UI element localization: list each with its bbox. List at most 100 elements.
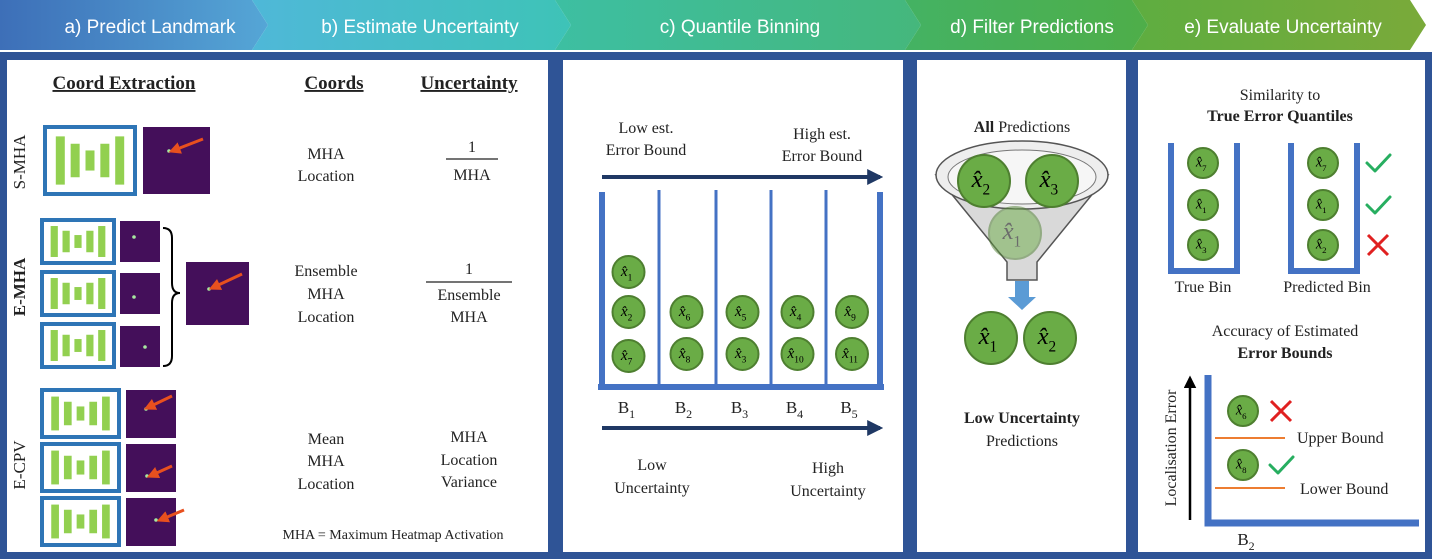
svg-text:x̂3: x̂3: [1039, 166, 1059, 198]
upper-bound-label: Upper Bound: [1297, 430, 1384, 447]
unc-emha-den: Ensemble MHA: [437, 287, 500, 326]
panel-e-content: Similarity to True Error Quantiles x̂7 x̂…: [1163, 87, 1419, 553]
bin-node: x̂8: [669, 337, 704, 371]
predicted-bin: [1288, 143, 1360, 274]
mha-footnote: MHA = Maximum Heatmap Activation: [283, 528, 504, 543]
bound-nodes: x̂6 x̂8: [1227, 395, 1295, 481]
bound-bin-label: B2: [1237, 530, 1254, 553]
bin-label: B1: [618, 398, 635, 421]
header-d-chevron: [905, 0, 1148, 50]
svg-text:x̂1: x̂1: [1195, 197, 1207, 215]
similarity-bins: x̂7 x̂1 x̂3 x̂7 x̂1 x̂2: [1168, 143, 1392, 274]
ecpv-network-icon-1: [40, 388, 121, 439]
svg-text:x̂2: x̂2: [620, 303, 633, 324]
panel-a-graphics: [40, 125, 249, 547]
svg-text:x̂2: x̂2: [1037, 323, 1057, 355]
quantile-bins: x̂1 x̂2 x̂7 B1 x̂6 x̂8 B2 x̂5 x̂3 B3 x̂4 x̂10 B4 x̂9 x…: [598, 190, 884, 421]
pred-bin-node: x̂1: [1307, 189, 1339, 221]
svg-text:x̂9: x̂9: [843, 303, 856, 324]
svg-text:x̂1: x̂1: [1315, 197, 1327, 215]
unc-smha-den: MHA: [453, 167, 491, 184]
all-predictions-label: All Predictions: [974, 119, 1070, 136]
smha-network-icon: [43, 125, 137, 196]
bound-node: x̂8: [1227, 449, 1259, 481]
bin-node: x̂6: [669, 295, 704, 329]
output-node: x̂2: [1023, 311, 1077, 365]
ecpv-heatmap-2: [126, 444, 176, 492]
row-label-ecpv: E-CPV: [10, 440, 29, 490]
coords-smha: MHA Location: [298, 146, 355, 185]
svg-text:x̂4: x̂4: [789, 303, 802, 324]
funnel-node-filtered: x̂1: [988, 206, 1042, 260]
svg-text:x̂1: x̂1: [620, 263, 633, 284]
header-b-chevron: [252, 0, 571, 50]
panel-d-content: All Predictions x̂2 x̂3 x̂1 x̂1 x̂2 Low Unc…: [934, 119, 1110, 450]
panel-e: [1138, 60, 1425, 552]
svg-text:x̂8: x̂8: [678, 345, 691, 366]
true-bin-label: True Bin: [1175, 279, 1232, 296]
bin-node: x̂4: [780, 295, 815, 329]
low-unc-label: Low Uncertainty: [614, 457, 690, 497]
lower-bound-label: Lower Bound: [1300, 481, 1388, 498]
ensemble-bracket: [162, 227, 181, 367]
pred-bin-node: x̂7: [1307, 147, 1339, 179]
header-e-label: e) Evaluate Uncertainty: [1184, 17, 1382, 38]
filter-down-arrow: [1008, 281, 1036, 310]
pred-bin-node: x̂2: [1307, 229, 1339, 261]
panel-c-content: Low est. Error Bound High est. Error Bound…: [598, 120, 884, 500]
svg-text:x̂2: x̂2: [971, 166, 991, 198]
true-bin-node: x̂7: [1187, 147, 1219, 179]
funnel-nodes: x̂2 x̂3 x̂1: [957, 154, 1079, 260]
bin-node: x̂3: [725, 337, 760, 371]
check-icon: [1365, 195, 1392, 215]
bound-node: x̂6: [1227, 395, 1259, 427]
svg-text:x̂2: x̂2: [1315, 237, 1327, 255]
similarity-line2: True Error Quantiles: [1207, 108, 1353, 125]
funnel-node: x̂2: [957, 154, 1011, 208]
emha-heatmap-2: [120, 273, 160, 314]
bin-label: B2: [675, 398, 692, 421]
svg-text:x̂8: x̂8: [1235, 457, 1247, 475]
svg-text:x̂6: x̂6: [1235, 403, 1247, 421]
unc-smha-num: 1: [468, 139, 476, 156]
low-err-label: Low est. Error Bound: [606, 120, 686, 159]
smha-heatmap: [143, 127, 210, 194]
true-bin-node: x̂1: [1187, 189, 1219, 221]
cross-icon: [1366, 233, 1390, 257]
coords-ecpv: Mean MHA Location: [298, 431, 355, 493]
svg-text:x̂7: x̂7: [620, 347, 633, 368]
ecpv-network-icon-3: [40, 496, 121, 547]
similarity-line1: Similarity to: [1240, 87, 1320, 104]
row-label-emha: E-MHA: [10, 257, 29, 316]
cross-icon: [1269, 399, 1293, 423]
funnel-node: x̂3: [1025, 154, 1079, 208]
emha-heatmap-3: [120, 326, 160, 367]
bin-node: x̂5: [725, 295, 760, 329]
header-bar: a) Predict Landmark b) Estimate Uncertai…: [0, 0, 1426, 50]
bin-label: B5: [840, 398, 857, 421]
bin-node: x̂11: [835, 337, 869, 371]
svg-text:x̂1: x̂1: [978, 323, 998, 355]
pred-bin-label: Predicted Bin: [1283, 279, 1371, 296]
bin-node: x̂1: [611, 255, 646, 289]
header-c-chevron: [555, 0, 921, 50]
bin-label: B4: [786, 398, 803, 421]
coords-emha: Ensemble MHA Location: [294, 263, 357, 326]
emha-combined-heatmap: [186, 262, 249, 325]
svg-text:x̂1: x̂1: [1002, 218, 1022, 250]
emha-network-icon-2: [40, 270, 116, 317]
bin-node: x̂9: [835, 295, 869, 329]
header-d-label: d) Filter Predictions: [950, 17, 1114, 38]
accuracy-line1: Accuracy of Estimated: [1212, 323, 1359, 340]
svg-text:x̂5: x̂5: [734, 303, 747, 324]
high-unc-label: High Uncertainty: [790, 460, 866, 500]
header-a-chevron: [0, 0, 268, 50]
low-unc-bold: Low Uncertainty: [964, 410, 1080, 427]
header-a-label: a) Predict Landmark: [64, 17, 236, 38]
check-icon: [1268, 455, 1295, 475]
header-b-label: b) Estimate Uncertainty: [321, 17, 519, 38]
emha-network-icon-3: [40, 322, 116, 369]
output-node: x̂1: [964, 311, 1018, 365]
svg-text:x̂7: x̂7: [1195, 155, 1207, 173]
